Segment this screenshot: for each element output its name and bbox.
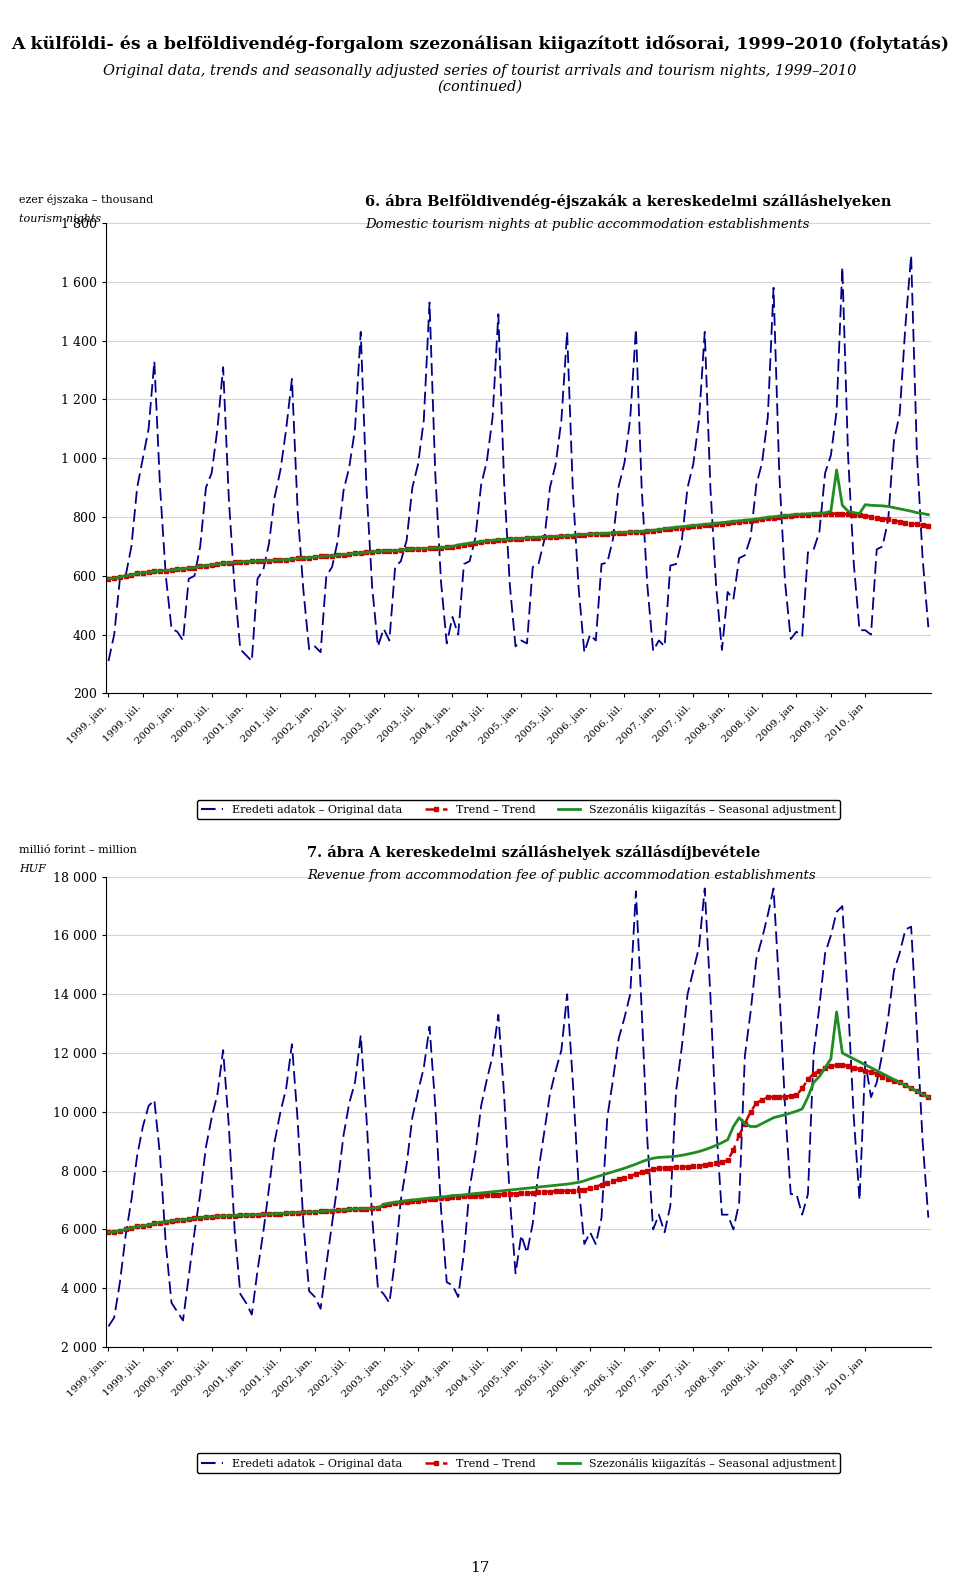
Text: Domestic tourism nights at public accommodation establishments: Domestic tourism nights at public accomm… [365, 218, 809, 231]
Text: Revenue from accommodation fee of public accommodation establishments: Revenue from accommodation fee of public… [307, 869, 816, 881]
Text: A külföldi- és a belföldivendég-forgalom szezonálisan kiigazított idősorai, 1999: A külföldi- és a belföldivendég-forgalom… [11, 35, 949, 53]
Text: Original data, trends and seasonally adjusted series of tourist arrivals and tou: Original data, trends and seasonally adj… [104, 64, 856, 94]
Text: 7. ábra A kereskedelmi szálláshelyek szállásdíjbevétele: 7. ábra A kereskedelmi szálláshelyek szá… [307, 845, 760, 859]
Text: 17: 17 [470, 1561, 490, 1575]
Legend: Eredeti adatok – Original data, Trend – Trend, Szezonális kiigazítás – Seasonal : Eredeti adatok – Original data, Trend – … [197, 800, 840, 819]
Text: millió forint – million: millió forint – million [19, 845, 137, 854]
Text: ezer éjszaka – thousand: ezer éjszaka – thousand [19, 194, 154, 206]
Text: HUF: HUF [19, 864, 46, 874]
Text: 6. ábra Belföldivendég-éjszakák a kereskedelmi szálláshelyeken: 6. ábra Belföldivendég-éjszakák a keresk… [365, 194, 891, 209]
Text: tourism nights: tourism nights [19, 214, 102, 223]
Legend: Eredeti adatok – Original data, Trend – Trend, Szezonális kiigazítás – Seasonal : Eredeti adatok – Original data, Trend – … [197, 1454, 840, 1473]
